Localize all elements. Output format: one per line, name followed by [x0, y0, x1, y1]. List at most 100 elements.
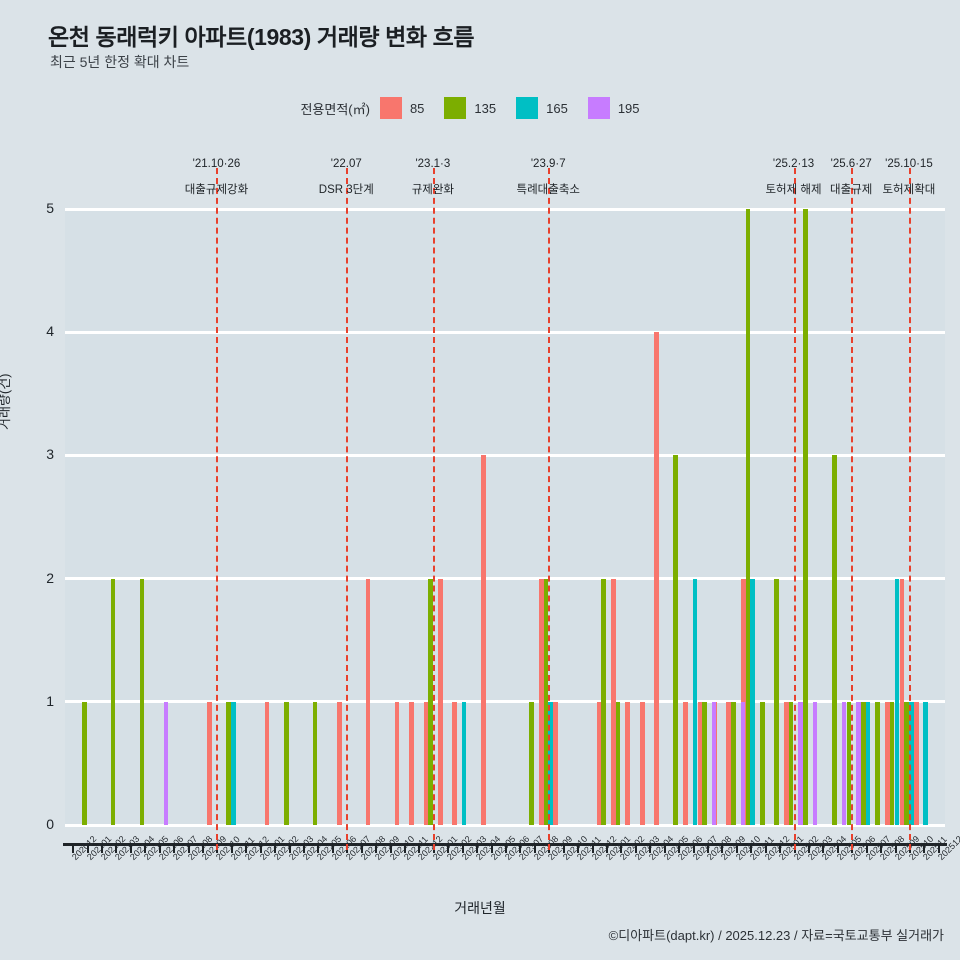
- x-tick: [591, 843, 594, 853]
- y-tick-label-3: 3: [46, 446, 54, 463]
- x-tick: [418, 843, 421, 853]
- bar: [207, 701, 212, 825]
- bar: [697, 701, 703, 825]
- x-tick: [937, 843, 940, 853]
- bar: [283, 701, 289, 825]
- y-tick-label-1: 1: [46, 692, 54, 709]
- x-tick: [101, 843, 104, 853]
- event-date-202510: '25.10·15: [885, 158, 933, 170]
- x-tick: [274, 843, 277, 853]
- x-tick: [620, 843, 623, 853]
- bar: [731, 701, 736, 825]
- x-tick: [288, 843, 291, 853]
- x-tick: [303, 843, 306, 853]
- bar: [452, 701, 457, 825]
- event-line-202301: [432, 168, 435, 850]
- bar: [923, 701, 928, 825]
- x-tick: [72, 843, 75, 853]
- x-tick: [836, 843, 839, 853]
- legend-label-195: 195: [617, 100, 640, 116]
- event-date-202502: '25.2·13: [772, 158, 815, 170]
- event-desc-202301: 규제완화: [411, 184, 455, 196]
- y-tick-label-0: 0: [46, 816, 54, 832]
- bar: [760, 701, 765, 825]
- x-tick: [822, 843, 825, 853]
- legend-label-165: 165: [546, 100, 568, 116]
- bar: [654, 332, 659, 825]
- bar: [264, 701, 270, 825]
- x-tick: [173, 843, 176, 853]
- legend-label-135: 135: [474, 100, 497, 116]
- bar: [875, 701, 881, 825]
- bar: [750, 578, 755, 825]
- legend-swatch-165: [516, 97, 539, 119]
- bar: [683, 701, 688, 825]
- event-line-202510: [908, 168, 911, 850]
- x-tick: [404, 843, 407, 853]
- x-tick: [158, 843, 161, 853]
- bar: [774, 578, 780, 825]
- legend-item-195[interactable]: 195: [587, 97, 656, 119]
- x-tick: [115, 843, 118, 853]
- x-tick: [490, 843, 493, 853]
- event-desc-202207: DSR 3단계: [318, 184, 374, 196]
- x-tick: [375, 843, 378, 853]
- x-tick: [923, 843, 926, 853]
- bar: [596, 701, 602, 825]
- bar: [812, 701, 818, 825]
- x-tick: [735, 843, 738, 853]
- x-tick: [880, 843, 883, 853]
- x-tick: [331, 843, 334, 853]
- plot-area: [65, 207, 945, 827]
- legend-item-135[interactable]: 135: [444, 97, 512, 119]
- bar: [312, 701, 318, 825]
- bar: [409, 701, 414, 825]
- bar: [908, 701, 914, 825]
- bar: [538, 578, 544, 825]
- x-tick: [259, 843, 262, 853]
- bar: [673, 455, 679, 825]
- x-tick: [317, 843, 320, 853]
- gridline-y-5: [65, 207, 945, 211]
- x-tick: [779, 843, 782, 853]
- x-tick: [447, 843, 450, 853]
- x-tick: [649, 843, 652, 853]
- event-line-202309: [548, 168, 551, 850]
- chart-subtitle: 최근 5년 한정 확대 차트: [50, 54, 190, 70]
- bar: [548, 701, 553, 825]
- legend-item-85[interactable]: 85: [379, 97, 440, 119]
- bar: [230, 701, 236, 825]
- bar: [543, 578, 549, 825]
- event-date-202506: '25.6·27: [830, 158, 872, 170]
- x-tick: [202, 843, 205, 853]
- x-tick: [678, 843, 681, 853]
- bar: [163, 701, 169, 825]
- legend-item-165[interactable]: 165: [516, 97, 584, 119]
- x-axis-title: 거래년월: [454, 900, 506, 916]
- bar: [553, 701, 558, 825]
- bar: [461, 701, 467, 825]
- bar: [81, 701, 87, 825]
- bar: [394, 701, 400, 825]
- bar: [692, 578, 698, 825]
- legend-label-85: 85: [409, 100, 425, 116]
- bar: [625, 701, 631, 825]
- x-tick: [245, 843, 248, 853]
- bar: [803, 209, 808, 825]
- bar: [611, 578, 616, 825]
- legend-swatch-135: [444, 97, 467, 119]
- bar: [529, 701, 534, 825]
- bar: [110, 578, 116, 825]
- legend-swatch-195: [587, 97, 610, 119]
- x-tick: [692, 843, 695, 853]
- bar: [885, 701, 890, 825]
- event-line-202506: [851, 168, 854, 850]
- x-tick: [461, 843, 464, 853]
- gridline-y-0: [65, 823, 945, 827]
- bar: [788, 701, 794, 825]
- bar: [423, 701, 429, 825]
- event-line-202110: [216, 168, 219, 850]
- x-tick: [476, 843, 479, 853]
- y-tick-label-4: 4: [46, 323, 54, 340]
